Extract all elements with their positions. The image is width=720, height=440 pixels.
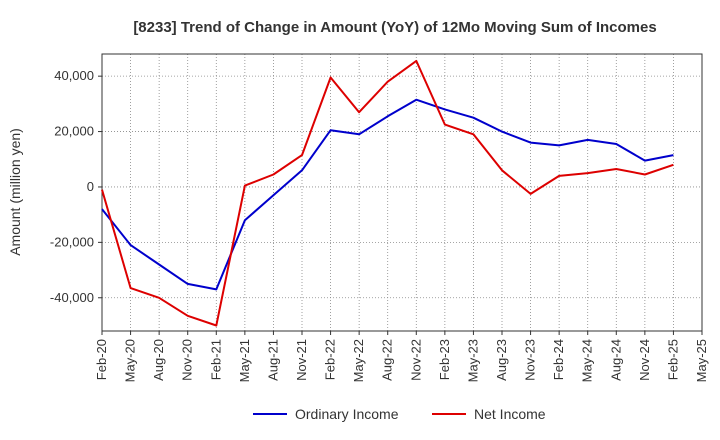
chart-title: [8233] Trend of Change in Amount (YoY) o… (133, 19, 656, 36)
grid-layer (102, 54, 702, 331)
y-axis-ticks: 40,000 20,000 0 -20,000 -40,000 (50, 68, 102, 305)
x-tick-label: Aug-20 (151, 339, 166, 381)
y-axis-label: Amount (million yen) (7, 128, 23, 256)
x-tick-label: Feb-24 (551, 339, 566, 380)
x-tick-label: Nov-21 (294, 339, 309, 381)
x-tick-label: Aug-21 (265, 339, 280, 381)
y-tick-label: 0 (87, 179, 94, 194)
x-tick-label: Aug-23 (494, 339, 509, 381)
x-tick-label: May-24 (580, 339, 595, 382)
y-tick-label: 40,000 (54, 68, 94, 83)
series-line-net-income (101, 59, 674, 327)
x-tick-label: Nov-23 (523, 339, 538, 381)
series-line-ordinary-income (101, 98, 674, 291)
y-tick-label: -40,000 (50, 290, 94, 305)
legend-label-ordinary-income: Ordinary Income (295, 406, 399, 422)
y-tick-label: 20,000 (54, 124, 94, 139)
x-axis-ticks: Feb-20 May-20 Aug-20 Nov-20 Feb-21 May-21 Aug-… (94, 331, 709, 382)
x-tick-label: Feb-22 (323, 339, 338, 380)
x-tick-label: Nov-20 (180, 339, 195, 381)
x-tick-label: Nov-24 (637, 339, 652, 381)
x-tick-label: May-22 (351, 339, 366, 382)
x-tick-label: May-20 (123, 339, 138, 382)
x-tick-label: Feb-21 (208, 339, 223, 380)
x-tick-label: May-25 (694, 339, 709, 382)
x-tick-label: May-21 (237, 339, 252, 382)
x-tick-label: Feb-23 (437, 339, 452, 380)
y-tick-label: -20,000 (50, 234, 94, 249)
x-tick-label: Nov-22 (408, 339, 423, 381)
x-tick-label: Feb-25 (665, 339, 680, 380)
x-tick-label: Aug-22 (380, 339, 395, 381)
legend: Ordinary Income Net Income (253, 406, 546, 422)
x-tick-label: Aug-24 (608, 339, 623, 381)
series-layer (101, 59, 674, 327)
legend-label-net-income: Net Income (474, 406, 546, 422)
x-tick-label: May-23 (465, 339, 480, 382)
x-tick-label: Feb-20 (94, 339, 109, 380)
